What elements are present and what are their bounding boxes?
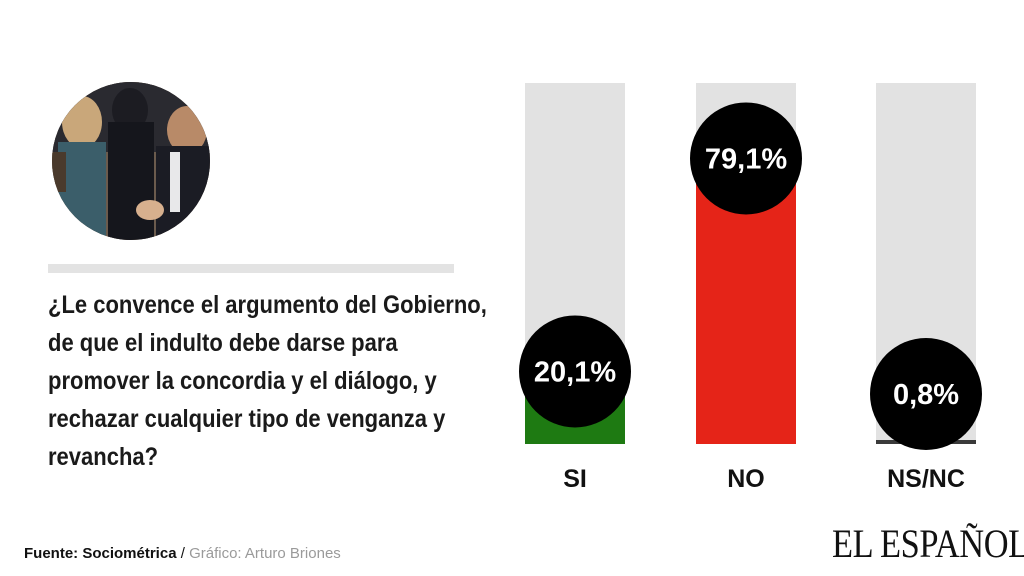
survey-question: ¿Le convence el argumento del Gobierno, … [48,291,487,471]
category-label-no: NO [727,465,765,493]
value-badge-no [690,102,802,215]
category-label-ns-nc: NS/NC [887,465,965,493]
value-label-ns-nc: 0,8% [893,379,959,411]
value-label-no: 79,1% [705,143,787,175]
source-separator: / [176,545,190,562]
value-label-si: 20,1% [534,356,616,388]
value-badge-si [519,315,631,428]
category-label-si: SI [563,465,587,493]
el-espanol-logo: EL ESPAÑOL [832,521,1024,566]
source-note: Fuente: Sociométrica / Gráfico: Arturo B… [24,545,341,562]
divider-bar [48,264,454,273]
graphic-credit: Gráfico: Arturo Briones [189,545,341,562]
value-badge-ns-nc [870,338,982,450]
source-label: Fuente: Sociométrica [24,545,177,562]
